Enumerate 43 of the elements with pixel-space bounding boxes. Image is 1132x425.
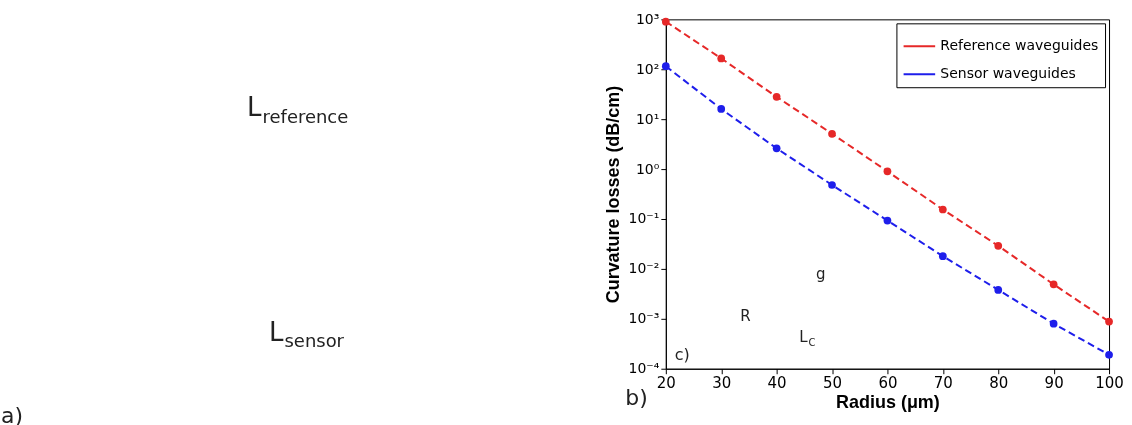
legend-label: Reference waveguides	[940, 37, 1099, 54]
point	[1105, 350, 1113, 359]
point	[883, 216, 892, 225]
legend-label: Sensor waveguides	[940, 65, 1076, 82]
point	[717, 105, 726, 113]
annotation: g	[816, 264, 826, 283]
point	[883, 167, 892, 176]
point	[994, 286, 1003, 294]
point	[938, 205, 947, 214]
point	[772, 144, 781, 153]
x-tick-label: 20	[656, 374, 676, 393]
point	[772, 92, 781, 101]
text: a)	[0, 402, 23, 425]
y-tick-label: 10²	[635, 60, 660, 77]
x-tick-label: 50	[823, 374, 843, 393]
x-tick-label: 30	[712, 374, 732, 393]
x-tick-label: 60	[878, 374, 898, 393]
y-tick-label: 10⁻⁴	[628, 360, 660, 377]
y-tick-label: 10⁻³	[628, 310, 660, 327]
y-tick-label: 10⁰	[635, 160, 660, 177]
point	[1049, 280, 1058, 289]
text: b)	[625, 384, 648, 410]
point	[717, 54, 726, 63]
point	[828, 129, 836, 138]
x-tick-label: 40	[767, 374, 787, 393]
y-axis-title: Curvature losses (dB/cm)	[602, 85, 623, 304]
y-tick-label: 10³	[635, 10, 660, 27]
annotation: R	[740, 306, 751, 325]
x-tick-label: 70	[933, 374, 953, 393]
point	[994, 241, 1003, 250]
annotation: c)	[674, 344, 690, 364]
y-tick-label: 10⁻¹	[628, 210, 660, 227]
x-tick-label: 90	[1044, 374, 1064, 393]
y-tick-label: 10¹	[635, 110, 660, 127]
point	[828, 181, 836, 189]
point	[1105, 317, 1113, 326]
y-tick-label: 10⁻²	[628, 260, 660, 277]
point	[938, 252, 947, 261]
x-tick-label: 100	[1095, 374, 1124, 393]
x-axis-title: Radius (μm)	[836, 392, 940, 413]
point	[661, 62, 670, 71]
x-tick-label: 80	[989, 374, 1009, 393]
point	[1049, 319, 1058, 328]
